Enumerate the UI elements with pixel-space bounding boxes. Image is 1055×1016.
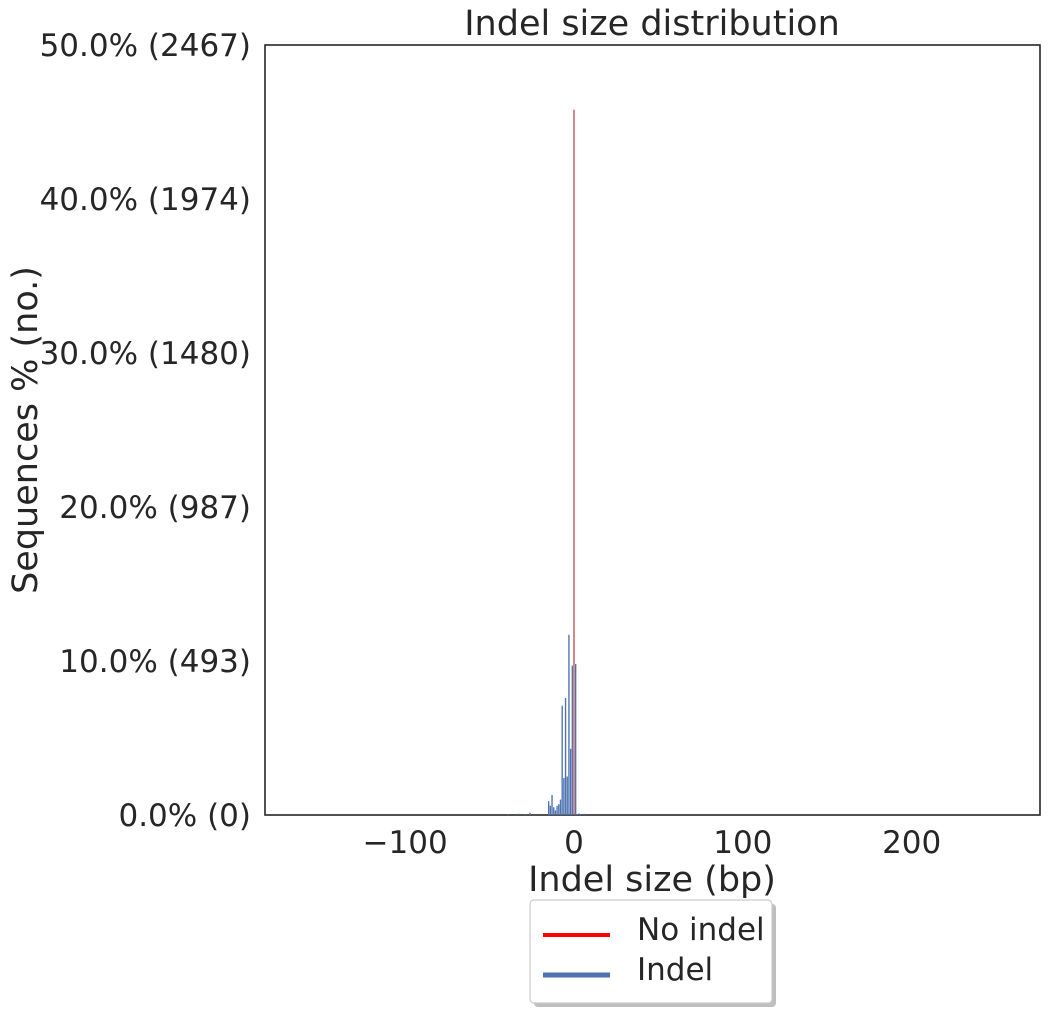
x-axis-label: Indel size (bp) (528, 860, 776, 900)
bar-indel (559, 799, 562, 815)
legend-items: No indel Indel (543, 912, 765, 988)
legend-label-no-indel: No indel (637, 912, 765, 948)
y-tick-label: 40.0% (1974) (40, 182, 251, 218)
bar-indel (553, 807, 555, 815)
y-axis-label: Sequences % (no.) (6, 266, 46, 594)
x-axis-ticks: −100 0 100 200 (363, 825, 942, 861)
bar-indel (547, 801, 550, 815)
legend: No indel Indel (529, 899, 776, 1007)
plot-area (264, 44, 1041, 816)
bar-indel (566, 776, 568, 815)
chart-title: Indel size distribution (464, 4, 840, 44)
bar-indel (568, 634, 570, 815)
x-tick-label: 200 (882, 825, 941, 861)
y-axis-ticks: 0.0% (0) 10.0% (493) 20.0% (987) 30.0% (148… (40, 28, 251, 834)
bar-indel (507, 814, 509, 815)
bar-indel (571, 665, 573, 815)
bar-indel (558, 804, 560, 815)
bar-indel (517, 813, 519, 815)
bar-indel (576, 814, 579, 815)
bar-indel (578, 813, 580, 815)
bar-indel (556, 805, 558, 815)
bar-indel (575, 664, 577, 815)
x-tick-label: 100 (713, 825, 772, 861)
bar-indel (563, 778, 565, 815)
plot-frame (264, 44, 1041, 816)
bar-indel (580, 814, 582, 815)
y-tick-label: 50.0% (2467) (40, 28, 251, 64)
bars-layer (507, 109, 585, 816)
y-tick-label: 30.0% (1480) (40, 336, 251, 372)
bar-indel (529, 812, 531, 815)
y-tick-label: 0.0% (0) (118, 798, 251, 834)
y-tick-label: 20.0% (987) (59, 490, 251, 526)
y-tick-label: 10.0% (493) (59, 644, 251, 680)
bar-indel (583, 813, 585, 815)
bar-indel (554, 810, 557, 815)
bar-indel (564, 697, 567, 815)
bar-indel (549, 805, 552, 815)
bar-indel (569, 748, 572, 815)
x-tick-label: −100 (363, 825, 448, 861)
x-tick-label: 0 (564, 825, 584, 861)
bar-no-indel (573, 109, 575, 816)
bar-indel (561, 705, 563, 815)
bar-indel (551, 794, 553, 815)
bar-indel (524, 814, 526, 815)
legend-label-indel: Indel (637, 952, 713, 988)
